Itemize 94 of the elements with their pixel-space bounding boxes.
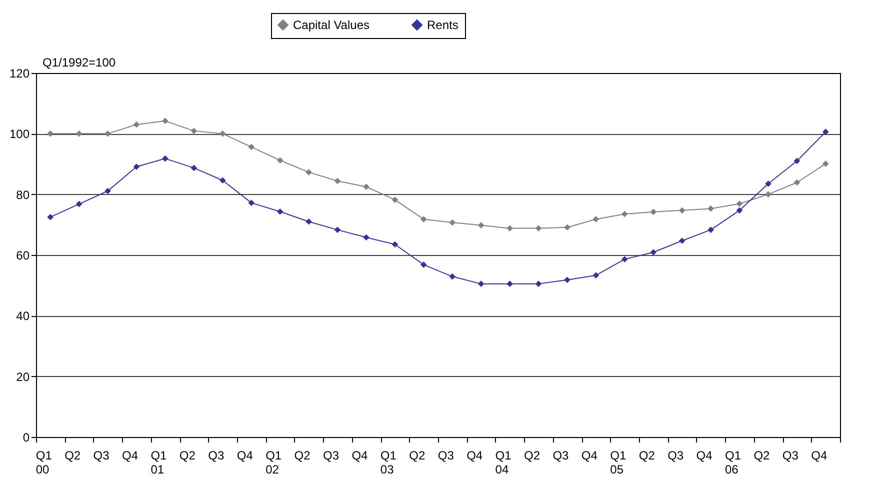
x-tick-label: Q2 xyxy=(524,448,540,462)
point xyxy=(334,178,341,184)
point xyxy=(133,121,140,128)
point xyxy=(736,200,743,207)
x-tick-label: Q2 xyxy=(638,448,656,462)
point xyxy=(47,214,54,220)
legend-label: Rents xyxy=(427,18,458,32)
x-tick-label: Q4 xyxy=(352,448,368,462)
point xyxy=(449,273,456,280)
x-tick-label: Q3 xyxy=(208,448,224,462)
point xyxy=(104,188,111,194)
y-tick-label: 40 xyxy=(16,309,30,324)
point xyxy=(420,216,427,222)
y-tick-label: 0 xyxy=(22,430,30,444)
point xyxy=(306,169,312,176)
x-tick-label: Q1 01 xyxy=(150,448,168,476)
legend-label: Capital Values xyxy=(293,18,370,32)
x-tick-label: Q2 xyxy=(64,448,81,462)
y-tick-label: 100 xyxy=(9,127,30,142)
x-tick-label: Q4 xyxy=(696,448,713,462)
point xyxy=(420,262,427,268)
y-tick-label: 60 xyxy=(16,248,30,262)
point xyxy=(76,130,82,137)
x-tick-label: Q2 xyxy=(754,448,770,462)
x-tick-label: Q4 xyxy=(466,448,483,462)
point xyxy=(592,272,600,278)
x-tick-label: Q1 02 xyxy=(266,448,282,476)
x-tick-label: Q2 xyxy=(409,448,426,462)
point xyxy=(133,164,140,170)
point xyxy=(104,130,111,137)
x-tick-label: Q3 xyxy=(323,448,340,462)
point xyxy=(190,128,198,134)
x-tick-label: Q3 xyxy=(668,448,684,462)
point xyxy=(47,130,54,137)
x-tick-label: Q4 xyxy=(236,448,254,462)
point xyxy=(506,225,513,232)
point xyxy=(794,179,800,186)
point xyxy=(392,196,398,203)
point xyxy=(449,219,456,226)
x-tick-label: Q1 06 xyxy=(725,448,742,476)
point xyxy=(363,184,370,190)
point xyxy=(822,128,829,136)
point xyxy=(219,177,226,184)
point xyxy=(219,130,226,137)
point xyxy=(535,225,542,232)
point xyxy=(363,234,370,241)
point xyxy=(678,207,686,214)
x-tick-label: Q3 xyxy=(438,448,454,462)
x-tick-label: Q2 xyxy=(294,448,311,462)
point xyxy=(765,180,772,187)
point xyxy=(276,208,284,215)
point xyxy=(76,200,82,208)
point xyxy=(708,205,714,212)
point xyxy=(162,118,168,124)
y-axis-title: Q1/1992=100 xyxy=(42,56,116,70)
point xyxy=(822,160,829,167)
point xyxy=(592,216,600,222)
point xyxy=(535,280,542,287)
x-tick-label: Q4 xyxy=(122,448,138,462)
point xyxy=(276,157,284,164)
y-tick-label: 80 xyxy=(16,188,30,202)
point xyxy=(248,144,255,150)
x-tick-label: Q4 xyxy=(811,448,828,462)
point xyxy=(334,226,341,233)
point xyxy=(478,280,484,287)
point xyxy=(306,218,312,225)
point xyxy=(765,191,772,198)
x-tick-label: Q2 xyxy=(179,448,196,462)
point xyxy=(794,158,800,164)
y-tick-label: 120 xyxy=(9,66,30,80)
point xyxy=(736,207,743,214)
x-tick-label: Q1 03 xyxy=(380,448,397,476)
x-tick-label: Q4 xyxy=(581,448,598,462)
point xyxy=(162,155,168,162)
point xyxy=(708,226,714,233)
point xyxy=(650,249,657,256)
point xyxy=(478,222,484,228)
point xyxy=(248,200,255,206)
x-tick-label: Q1 05 xyxy=(610,448,626,476)
point xyxy=(392,241,398,248)
point xyxy=(506,280,513,287)
point xyxy=(621,256,628,262)
x-tick-label: Q1 04 xyxy=(495,448,512,476)
point xyxy=(564,276,570,284)
y-tick-label: 20 xyxy=(16,370,30,384)
point xyxy=(564,224,570,231)
point xyxy=(678,238,686,244)
point xyxy=(650,208,657,216)
x-tick-label: Q1 00 xyxy=(36,448,52,476)
point xyxy=(621,210,628,218)
x-tick-label: Q3 xyxy=(93,448,110,462)
x-tick-label: Q3 xyxy=(782,448,799,462)
x-tick-label: Q3 xyxy=(552,448,570,462)
point xyxy=(190,164,198,172)
